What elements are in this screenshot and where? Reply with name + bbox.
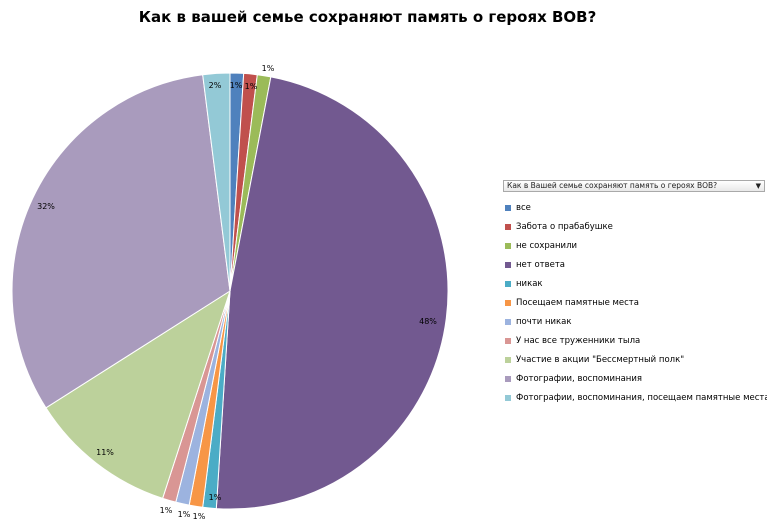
legend-swatch	[505, 223, 511, 230]
legend-label: все	[516, 202, 531, 213]
legend-label: Фотографии, воспоминания, посещаем памят…	[516, 392, 767, 403]
legend-swatch	[505, 318, 511, 325]
legend-item: не сохранили	[505, 236, 767, 255]
slice-data-label: 1%	[245, 82, 258, 91]
chart-title: Как в вашей семье сохраняют память о гер…	[138, 8, 597, 26]
legend-item: Посещаем памятные места	[505, 293, 767, 312]
legend-item: Фотографии, воспоминания, посещаем памят…	[505, 388, 767, 407]
legend-item: Фотографии, воспоминания	[505, 369, 767, 388]
legend-filter-dropdown[interactable]: Как в Вашей семье сохраняют память о гер…	[503, 180, 765, 192]
legend-item: Участие в акции "Бессмертный полк"	[505, 350, 767, 369]
pie-slice	[215, 76, 449, 510]
slice-data-label: 11%	[96, 448, 114, 457]
slice-data-label: 1%	[160, 506, 173, 515]
legend-swatch	[505, 356, 511, 363]
legend-label: Фотографии, воспоминания	[516, 373, 642, 384]
legend-swatch	[505, 242, 511, 249]
pie-slice	[11, 74, 231, 409]
legend-label: почти никак	[516, 316, 572, 327]
slice-data-label: 1%	[262, 64, 275, 73]
slice-data-label: 1%	[178, 510, 191, 519]
legend-item: никак	[505, 274, 767, 293]
legend-swatch	[505, 204, 511, 211]
legend-item: нет ответа	[505, 255, 767, 274]
legend: все Забота о прабабушке не сохранили нет от…	[505, 198, 767, 407]
legend-swatch	[505, 261, 511, 268]
legend-label: Забота о прабабушке	[516, 221, 613, 232]
slice-data-label: 1%	[193, 512, 206, 520]
legend-item: почти никак	[505, 312, 767, 331]
slice-data-label: 1%	[230, 81, 243, 90]
slice-data-label: 32%	[37, 202, 55, 211]
chevron-down-icon[interactable]: ▼	[755, 182, 761, 190]
legend-swatch	[505, 394, 511, 401]
legend-label: не сохранили	[516, 240, 578, 251]
slice-data-label: 48%	[419, 317, 437, 326]
slice-data-label: 1%	[209, 493, 222, 502]
legend-item: все	[505, 198, 767, 217]
legend-label: никак	[516, 278, 543, 289]
legend-swatch	[505, 299, 511, 306]
legend-label: Участие в акции "Бессмертный полк"	[516, 354, 685, 365]
legend-swatch	[505, 337, 511, 344]
pie-slice	[45, 289, 231, 499]
legend-swatch	[505, 280, 511, 287]
legend-label: нет ответа	[516, 259, 565, 270]
legend-filter-label: Как в Вашей семье сохраняют память о гер…	[507, 181, 718, 190]
legend-item: У нас все труженники тыла	[505, 331, 767, 350]
legend-swatch	[505, 375, 511, 382]
legend-label: Посещаем памятные места	[516, 297, 639, 308]
slice-data-label: 2%	[209, 81, 222, 90]
legend-label: У нас все труженники тыла	[516, 335, 641, 346]
legend-item: Забота о прабабушке	[505, 217, 767, 236]
pie-slice	[202, 72, 231, 292]
